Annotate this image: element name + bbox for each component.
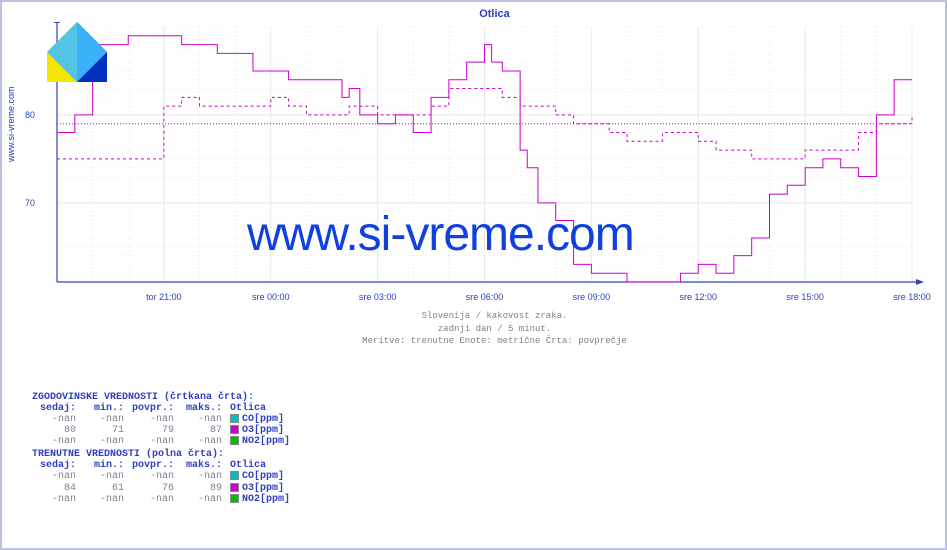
data-cell: 61 (80, 483, 128, 494)
color-swatch (230, 414, 239, 423)
color-swatch (230, 436, 239, 445)
x-tick-label: sre 12:00 (679, 292, 717, 302)
series-label-cell: O3[ppm] (226, 483, 294, 494)
col-header: min.: (80, 403, 128, 414)
series-header: Otlica (226, 460, 294, 471)
chart-svg (47, 22, 927, 292)
data-cell: -nan (178, 414, 226, 425)
y-tick-label: 80 (25, 110, 35, 120)
current-table: sedaj:min.:povpr.:maks.: Otlica-nan-nan-… (32, 460, 294, 504)
series-header: Otlica (226, 403, 294, 414)
data-cell: -nan (32, 471, 80, 482)
data-cell: -nan (32, 494, 80, 505)
chart-title: Otlica (47, 8, 942, 20)
table-row: -nan-nan-nan-nanCO[ppm] (32, 414, 294, 425)
col-header: sedaj: (32, 460, 80, 471)
data-cell: -nan (178, 494, 226, 505)
data-cell: -nan (80, 436, 128, 447)
data-cell: -nan (80, 471, 128, 482)
data-cell: 87 (178, 425, 226, 436)
series-label-cell: O3[ppm] (226, 425, 294, 436)
data-cell: -nan (80, 414, 128, 425)
table-row: -nan-nan-nan-nanCO[ppm] (32, 471, 294, 482)
data-cell: -nan (178, 471, 226, 482)
series-name: CO[ppm] (242, 414, 284, 425)
series-label-cell: NO2[ppm] (226, 436, 294, 447)
color-swatch (230, 494, 239, 503)
data-cell: 79 (128, 425, 178, 436)
series-label-cell: NO2[ppm] (226, 494, 294, 505)
series-name: O3[ppm] (242, 425, 284, 436)
color-swatch (230, 483, 239, 492)
series-label-cell: CO[ppm] (226, 471, 294, 482)
data-cell: -nan (32, 414, 80, 425)
data-tables: ZGODOVINSKE VREDNOSTI (črtkana črta): se… (32, 390, 294, 505)
historical-table: sedaj:min.:povpr.:maks.: Otlica-nan-nan-… (32, 403, 294, 447)
x-tick-label: tor 21:00 (146, 292, 182, 302)
data-cell: 71 (80, 425, 128, 436)
x-tick-label: sre 03:00 (359, 292, 397, 302)
chart-subtitle-block: Slovenija / kakovost zraka. zadnji dan /… (47, 310, 942, 348)
y-axis-label: www.si-vreme.com (6, 86, 16, 162)
data-cell: 84 (32, 483, 80, 494)
data-cell: -nan (178, 436, 226, 447)
data-cell: -nan (128, 471, 178, 482)
color-swatch (230, 425, 239, 434)
data-cell: -nan (32, 436, 80, 447)
x-tick-label: sre 09:00 (573, 292, 611, 302)
table-row: 80717987 O3[ppm] (32, 425, 294, 436)
subtitle-line2: zadnji dan / 5 minut. (47, 323, 942, 336)
table-row: -nan-nan-nan-nanNO2[ppm] (32, 494, 294, 505)
series-name: NO2[ppm] (242, 494, 290, 505)
series-label-cell: CO[ppm] (226, 414, 294, 425)
chart-region: Otlica 7080 www.si-vreme.com tor 21:00 sr… (47, 8, 942, 318)
col-header: povpr.: (128, 460, 178, 471)
series-name: O3[ppm] (242, 483, 284, 494)
col-header: maks.: (178, 403, 226, 414)
series-name: CO[ppm] (242, 472, 284, 483)
col-header: maks.: (178, 460, 226, 471)
subtitle-line3: Meritve: trenutne Enote: metrične Črta: … (47, 335, 942, 348)
x-tick-label: sre 06:00 (466, 292, 504, 302)
table-row: 84617689 O3[ppm] (32, 483, 294, 494)
historical-title: ZGODOVINSKE VREDNOSTI (črtkana črta): (32, 390, 294, 403)
color-swatch (230, 471, 239, 480)
col-header: sedaj: (32, 403, 80, 414)
x-tick-label: sre 18:00 (893, 292, 931, 302)
data-cell: 89 (178, 483, 226, 494)
series-name: NO2[ppm] (242, 436, 290, 447)
data-cell: 80 (32, 425, 80, 436)
y-tick-label: 70 (25, 198, 35, 208)
data-cell: -nan (128, 436, 178, 447)
x-tick-label: sre 15:00 (786, 292, 824, 302)
subtitle-line1: Slovenija / kakovost zraka. (47, 310, 942, 323)
x-tick-row: tor 21:00 sre 00:00 sre 03:00 sre 06:00 sre … (47, 292, 927, 306)
x-tick-label: sre 00:00 (252, 292, 290, 302)
data-cell: 76 (128, 483, 178, 494)
table-row: -nan-nan-nan-nanNO2[ppm] (32, 436, 294, 447)
data-cell: -nan (80, 494, 128, 505)
current-title: TRENUTNE VREDNOSTI (polna črta): (32, 447, 294, 460)
col-header: povpr.: (128, 403, 178, 414)
data-cell: -nan (128, 494, 178, 505)
col-header: min.: (80, 460, 128, 471)
data-cell: -nan (128, 414, 178, 425)
plot-area: 7080 www.si-vreme.com (47, 22, 927, 292)
